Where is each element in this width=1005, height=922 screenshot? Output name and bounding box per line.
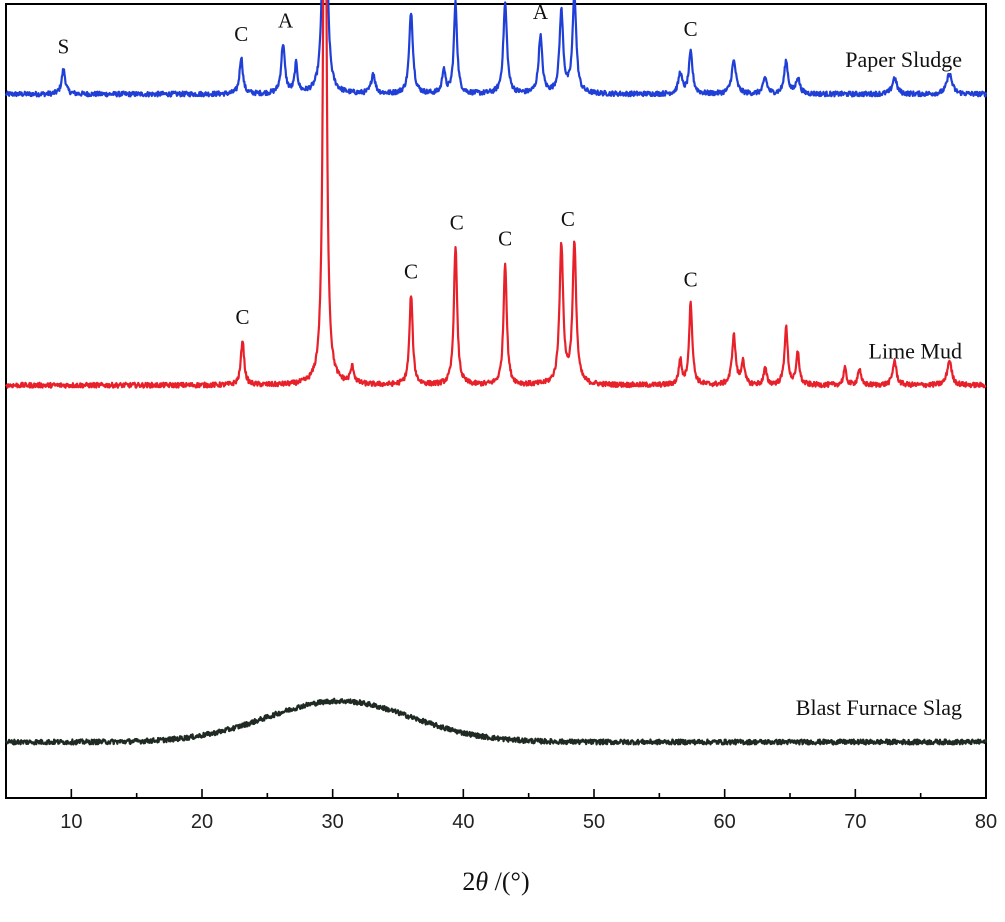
peak-label: C bbox=[561, 207, 575, 231]
x-axis-title-prefix: 2 bbox=[462, 867, 475, 896]
peak-label: A bbox=[533, 0, 549, 24]
x-tick-label: 60 bbox=[714, 811, 736, 833]
series-label: Paper Sludge bbox=[845, 47, 962, 72]
series-labels: Paper Sludge Lime Mud Blast Furnace Slag bbox=[796, 47, 962, 720]
peak-label: C bbox=[234, 22, 248, 46]
x-tick-label: 50 bbox=[583, 811, 605, 833]
series-line-blast-furnace-slag bbox=[4, 697, 988, 746]
peak-label: S bbox=[58, 35, 70, 59]
x-tick-label: 80 bbox=[975, 811, 997, 833]
peak-label: C bbox=[450, 210, 464, 234]
x-tick-label: 30 bbox=[322, 811, 344, 833]
x-tick-label: 20 bbox=[191, 811, 213, 833]
x-tick-label: 70 bbox=[844, 811, 866, 833]
x-axis-title-theta: θ bbox=[475, 867, 488, 896]
peak-label: C bbox=[404, 259, 418, 283]
peak-label: A bbox=[278, 9, 294, 33]
x-tick-label: 40 bbox=[452, 811, 474, 833]
peak-label: C bbox=[498, 227, 512, 251]
x-tick-label: 10 bbox=[60, 811, 82, 833]
series-label: Lime Mud bbox=[869, 338, 963, 363]
peak-label: C bbox=[684, 267, 698, 291]
peak-label: C bbox=[404, 0, 418, 1]
series-line-lime-mud bbox=[5, 0, 987, 389]
x-axis-title-suffix: /(°) bbox=[488, 867, 529, 896]
peak-annotations: SCACACCCACCCCCCCCC bbox=[58, 0, 698, 329]
series-lines bbox=[4, 0, 988, 746]
series-label: Blast Furnace Slag bbox=[796, 695, 962, 720]
series-line-paper-sludge bbox=[4, 0, 988, 98]
peak-label: C bbox=[235, 305, 249, 329]
plot-frame bbox=[5, 3, 987, 799]
peak-label: C bbox=[684, 17, 698, 41]
x-axis-ticks: 10 20 30 40 50 60 70 80 bbox=[5, 789, 997, 833]
x-axis-title: 2θ /(°) bbox=[462, 867, 529, 896]
